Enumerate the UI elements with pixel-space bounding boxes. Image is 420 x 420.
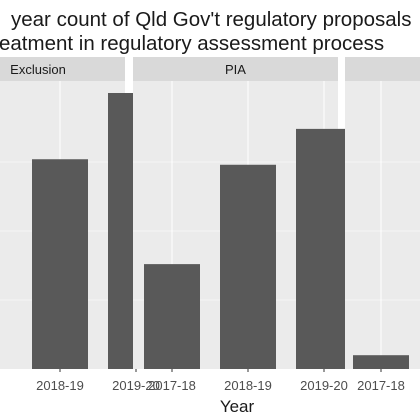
x-tick-label: 2017-18 (148, 378, 196, 393)
facet-panel-background (345, 81, 420, 369)
facet-strip-label: Exclusion (10, 62, 66, 77)
facet-strip (0, 57, 125, 81)
x-tick-label: 2018-19 (36, 378, 84, 393)
x-axis-title: Year (220, 397, 255, 416)
facet-strip (345, 57, 420, 81)
bar (220, 164, 276, 369)
x-tick-label: 2018-19 (224, 378, 272, 393)
facet-strip-label: PIA (225, 62, 246, 77)
facet-panels: Exclusion 2018-19 2019-20 PIA 2017-18 2018-19… (0, 57, 420, 393)
x-tick-label: 2019-20 (300, 378, 348, 393)
bar (144, 264, 200, 369)
x-tick-label: 2017-18 (357, 378, 405, 393)
chart-title-line-1: year count of Qld Gov't regulatory propo… (11, 8, 411, 31)
facet-strip (133, 57, 338, 81)
chart-title-line-2: eatment in regulatory assessment process (0, 32, 384, 55)
x-tick-label: 2019-20 (112, 378, 160, 393)
bar (296, 128, 352, 369)
bar (353, 355, 409, 369)
bar (32, 159, 88, 369)
